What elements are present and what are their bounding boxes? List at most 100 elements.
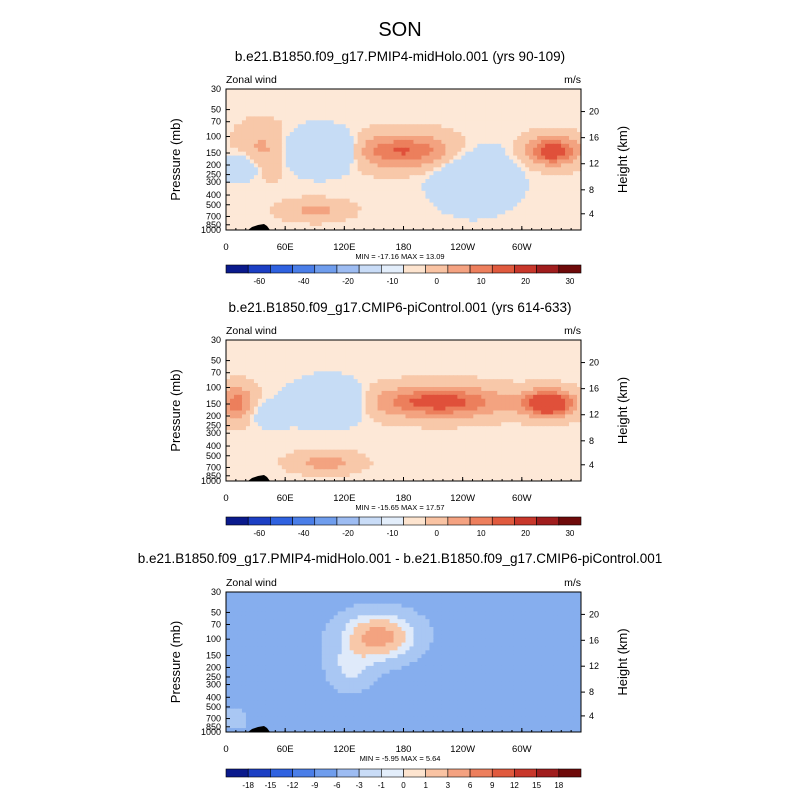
contour-cell bbox=[429, 108, 435, 114]
contour-cell bbox=[473, 120, 478, 125]
contour-cell bbox=[517, 179, 522, 184]
contour-cell bbox=[441, 406, 446, 412]
contour-cell bbox=[445, 340, 450, 345]
contour-cell bbox=[329, 359, 335, 365]
contour-cell bbox=[341, 136, 347, 141]
contour-cell bbox=[293, 340, 299, 345]
contour-cell bbox=[277, 100, 283, 106]
contour-cell bbox=[481, 371, 486, 376]
contour-cell bbox=[413, 120, 419, 125]
contour-cell bbox=[405, 351, 411, 357]
contour-cell bbox=[317, 147, 323, 153]
contour-cell bbox=[385, 108, 391, 114]
contour-cell bbox=[401, 390, 407, 396]
contour-cell bbox=[365, 210, 371, 215]
contour-cell bbox=[289, 359, 295, 365]
contour-cell bbox=[345, 183, 351, 188]
contour-cell bbox=[417, 186, 423, 192]
contour-cell bbox=[245, 136, 251, 141]
contour-cell bbox=[549, 136, 554, 141]
contour-cell bbox=[325, 171, 331, 176]
contour-cell bbox=[285, 139, 291, 145]
contour-cell bbox=[226, 104, 231, 110]
contour-cell bbox=[473, 104, 478, 110]
contour-cell bbox=[237, 218, 243, 223]
contour-cell bbox=[381, 132, 387, 137]
contour-cell bbox=[309, 383, 315, 388]
contour-cell bbox=[489, 179, 494, 184]
contour-cell bbox=[361, 214, 367, 219]
contour-cell bbox=[401, 206, 407, 212]
contour-cell bbox=[337, 96, 343, 102]
contour-cell bbox=[245, 194, 251, 200]
contour-cell bbox=[437, 198, 442, 204]
contour-cell bbox=[325, 347, 331, 353]
contour-cell bbox=[501, 222, 506, 227]
contour-cell bbox=[389, 116, 395, 121]
contour-cell bbox=[425, 210, 431, 215]
contour-cell bbox=[393, 171, 399, 176]
contour-cell bbox=[305, 398, 311, 404]
contour-cell bbox=[253, 132, 259, 137]
contour-cell bbox=[541, 363, 546, 369]
contour-cell bbox=[241, 183, 247, 188]
contour-cell bbox=[481, 163, 486, 168]
contour-cell bbox=[385, 143, 391, 149]
contour-cell bbox=[265, 375, 271, 380]
contour-cell bbox=[441, 355, 446, 361]
contour-cell bbox=[433, 194, 439, 200]
contour-cell bbox=[349, 167, 355, 172]
contour-cell bbox=[241, 351, 247, 357]
contour-cell bbox=[349, 406, 355, 412]
contour-cell bbox=[329, 379, 335, 384]
contour-cell bbox=[577, 202, 581, 208]
contour-cell bbox=[489, 190, 494, 196]
contour-cell bbox=[285, 226, 291, 230]
contour-cell bbox=[517, 387, 522, 392]
contour-cell bbox=[465, 226, 470, 230]
contour-cell bbox=[309, 387, 315, 392]
contour-cell bbox=[345, 367, 351, 372]
contour-cell bbox=[273, 359, 279, 365]
contour-cell bbox=[377, 214, 383, 219]
contour-cell bbox=[573, 359, 578, 365]
contour-cell bbox=[293, 155, 299, 161]
contour-cell bbox=[481, 124, 486, 129]
contour-cell bbox=[561, 363, 566, 369]
contour-cell bbox=[369, 347, 375, 353]
contour-cell bbox=[357, 383, 363, 388]
contour-cell bbox=[261, 367, 267, 372]
contour-cell bbox=[257, 143, 263, 149]
contour-cell bbox=[433, 186, 439, 192]
contour-cell bbox=[469, 179, 474, 184]
contour-cell bbox=[477, 363, 482, 369]
contour-cell bbox=[245, 151, 251, 157]
contour-cell bbox=[297, 104, 303, 110]
contour-cell bbox=[277, 186, 283, 192]
contour-cell bbox=[301, 406, 307, 412]
contour-cell bbox=[469, 112, 474, 118]
contour-cell bbox=[397, 136, 403, 141]
contour-cell bbox=[245, 147, 251, 153]
contour-cell bbox=[453, 387, 458, 392]
contour-cell bbox=[441, 371, 446, 376]
contour-cell bbox=[397, 398, 403, 404]
contour-cell bbox=[541, 206, 546, 212]
contour-cell bbox=[253, 398, 259, 404]
contour-cell bbox=[465, 406, 470, 412]
contour-cell bbox=[425, 379, 431, 384]
contour-cell bbox=[569, 383, 574, 388]
contour-cell bbox=[257, 163, 263, 168]
contour-cell bbox=[285, 406, 291, 412]
contour-cell bbox=[237, 151, 243, 157]
contour-cell bbox=[461, 402, 466, 408]
contour-cell bbox=[505, 108, 510, 114]
contour-cell bbox=[549, 175, 554, 180]
contour-cell bbox=[313, 139, 319, 145]
contour-cell bbox=[397, 92, 403, 98]
contour-cell bbox=[249, 163, 255, 168]
contour-cell bbox=[353, 108, 359, 114]
contour-cell bbox=[233, 92, 239, 98]
colorbar-swatch bbox=[225, 264, 249, 274]
